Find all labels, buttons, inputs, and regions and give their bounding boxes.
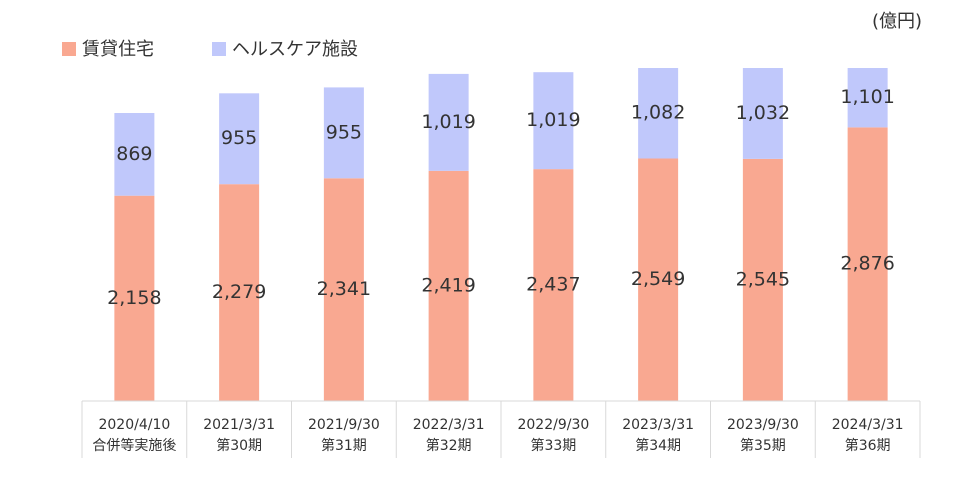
- data-label: 1,082: [631, 102, 685, 124]
- x-tick-label: 2023/9/30: [727, 417, 799, 433]
- x-tick-label: 2021/9/30: [308, 417, 380, 433]
- x-tick-label: 2023/3/31: [622, 417, 694, 433]
- x-tick-label: 第32期: [426, 437, 472, 454]
- data-label: 2,437: [526, 274, 580, 296]
- data-label: 1,019: [421, 111, 475, 133]
- data-label: 955: [326, 121, 362, 143]
- x-tick-label: 2020/4/10: [98, 417, 170, 433]
- data-label: 2,279: [212, 281, 266, 303]
- plot-area: [114, 68, 888, 401]
- x-tick-label: 2022/3/31: [413, 417, 485, 433]
- bar-segment: [742, 158, 783, 401]
- data-label: 2,549: [631, 268, 685, 290]
- x-tick-label: 第36期: [845, 437, 891, 454]
- legend-swatch: [212, 42, 226, 56]
- data-label: 2,158: [107, 287, 161, 309]
- x-tick-label: 第30期: [216, 437, 262, 454]
- bar-segment: [847, 68, 888, 128]
- bar-segment: [428, 73, 469, 171]
- data-label: 1,101: [840, 86, 894, 108]
- bar-segment: [219, 93, 260, 185]
- bar-segment: [323, 87, 364, 179]
- bar-segment: [114, 113, 155, 196]
- x-tick-label: 第34期: [635, 437, 681, 454]
- data-label: 2,419: [421, 274, 475, 296]
- bar-segment: [638, 158, 679, 401]
- x-tick-label: 第33期: [530, 437, 576, 454]
- legend-label: 賃貸住宅: [82, 39, 154, 60]
- unit-label: (億円): [872, 11, 922, 32]
- data-label: 869: [116, 143, 152, 165]
- data-label: 2,545: [736, 268, 790, 290]
- bar-segment: [533, 72, 574, 170]
- x-tick-label: 2021/3/31: [203, 417, 275, 433]
- x-tick-label: 2022/9/30: [517, 417, 589, 433]
- x-tick-label: 合併等実施後: [92, 437, 176, 454]
- data-label: 2,876: [840, 253, 894, 275]
- bar-segment: [114, 195, 155, 401]
- bar-segment: [847, 127, 888, 401]
- x-tick-label: 第35期: [740, 437, 786, 454]
- legend-label: ヘルスケア施設: [232, 39, 358, 60]
- bar-segment: [638, 68, 679, 159]
- data-label: 1,019: [526, 109, 580, 131]
- bar-segment: [428, 170, 469, 401]
- bar-segment: [533, 169, 574, 401]
- data-label: 955: [221, 127, 257, 149]
- bar-segment: [742, 68, 783, 159]
- x-tick-label: 第31期: [321, 437, 367, 454]
- bar-segment: [323, 178, 364, 401]
- data-label: 2,341: [317, 278, 371, 300]
- data-label: 1,032: [736, 102, 790, 124]
- x-tick-label: 2024/3/31: [832, 417, 904, 433]
- legend-swatch: [62, 42, 76, 56]
- bar-segment: [219, 184, 260, 401]
